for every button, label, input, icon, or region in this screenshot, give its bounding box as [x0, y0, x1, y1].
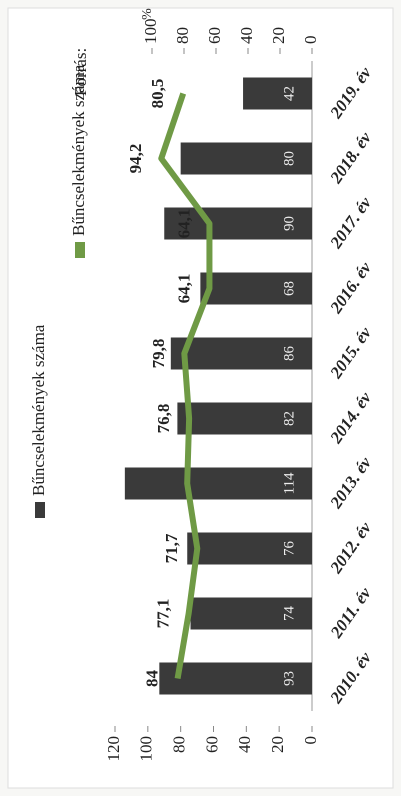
y2-tick-label: 60 [205, 27, 224, 44]
y2-tick-label: 20 [269, 27, 288, 44]
bar-label: 80 [281, 151, 297, 166]
bar-label: 90 [281, 216, 297, 231]
line-label: 71,7 [162, 533, 181, 563]
bar-label: 86 [281, 346, 297, 362]
y-tick-label: 40 [235, 736, 254, 753]
bar [200, 272, 312, 305]
bar [159, 662, 312, 695]
bar [180, 142, 312, 175]
line-label: 64,1 [174, 274, 193, 304]
frame [7, 7, 394, 789]
y-tick-label: 60 [202, 736, 221, 753]
bar [177, 402, 312, 435]
legend-swatch [75, 242, 85, 258]
bar-label: 68 [281, 281, 297, 296]
bar [243, 77, 312, 110]
line-label: 77,1 [154, 599, 173, 629]
y-tick-label: 120 [104, 736, 123, 762]
line-label: 79,8 [149, 339, 168, 369]
bar-label: 82 [281, 411, 297, 426]
bar-label: 76 [281, 541, 297, 557]
legend-label: Bűncselekmények száma [29, 324, 48, 496]
source-label: Forrás: [71, 48, 90, 96]
line-label: 94,2 [126, 144, 145, 174]
legend-swatch [35, 502, 45, 518]
bar-label: 114 [281, 472, 297, 494]
y-tick-label: 100 [137, 736, 156, 762]
bar [187, 532, 313, 565]
y-tick-label: 0 [301, 736, 320, 745]
line-label: 84 [143, 670, 162, 688]
bar [124, 467, 312, 500]
bar-label: 74 [281, 606, 297, 622]
bar [170, 337, 312, 370]
y-tick-label: 80 [170, 736, 189, 753]
y2-tick-label: 80 [173, 27, 192, 44]
y2-tick-label: 40 [237, 27, 256, 44]
line-label: 76,8 [154, 404, 173, 434]
legend-label: Bűncselekmények száma [69, 64, 88, 236]
y2-tick-label: 0 [301, 36, 320, 45]
bar-label: 42 [281, 86, 297, 101]
y2-tick-label: 100 [141, 19, 160, 45]
line [158, 92, 213, 680]
line-label: 80,5 [148, 79, 167, 109]
bar [190, 597, 312, 630]
line-label: 64,1 [174, 209, 193, 239]
y2-unit: % [140, 8, 155, 20]
bar-label: 93 [281, 671, 297, 686]
y-tick-label: 20 [268, 736, 287, 753]
